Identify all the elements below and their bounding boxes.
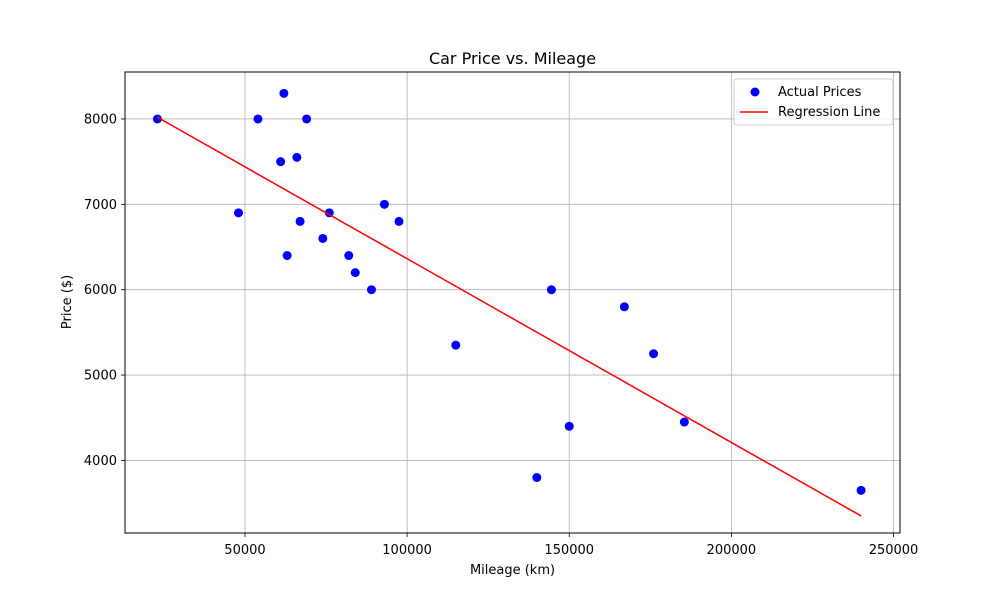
scatter-point — [292, 152, 302, 162]
x-tick-label: 150000 — [544, 543, 594, 558]
x-tick-label: 200000 — [707, 543, 757, 558]
scatter-point — [564, 421, 574, 431]
y-tick-label: 8000 — [84, 112, 117, 127]
scatter-point — [679, 417, 689, 427]
chart-title: Car Price vs. Mileage — [429, 49, 596, 68]
scatter-point — [344, 251, 354, 261]
scatter-point — [649, 349, 659, 359]
scatter-point — [532, 473, 542, 483]
legend: Actual Prices Regression Line — [733, 78, 894, 126]
scatter-point — [394, 216, 404, 226]
x-axis-title: Mileage (km) — [470, 563, 555, 578]
y-tick-label: 7000 — [84, 198, 117, 213]
scatter-point — [546, 285, 556, 295]
scatter-point — [253, 114, 263, 124]
scatter-point — [619, 302, 629, 312]
y-tick-label: 5000 — [84, 369, 117, 384]
scatter-point — [350, 268, 360, 278]
legend-label-actual-prices: Actual Prices — [778, 85, 862, 100]
legend-label-regression-line: Regression Line — [778, 105, 880, 120]
ticks: 50000 100000 150000 200000 250000 4000 5000 600… — [84, 112, 918, 558]
regression-line — [157, 116, 862, 517]
y-tick-label: 6000 — [84, 283, 117, 298]
scatter-point — [282, 251, 292, 261]
scatter-point — [295, 216, 305, 226]
scatter-point — [451, 340, 461, 350]
legend-frame — [733, 78, 894, 126]
plot-frame — [124, 71, 901, 534]
scatter-point — [152, 114, 162, 124]
x-tick-label: 100000 — [382, 543, 432, 558]
scatter-point — [302, 114, 312, 124]
scatter-point — [366, 285, 376, 295]
scatter-point — [276, 157, 286, 167]
scatter-point — [279, 88, 289, 98]
scatter-point — [856, 485, 866, 495]
scatter-point — [233, 208, 243, 218]
x-tick-label: 250000 — [869, 543, 919, 558]
y-tick-label: 4000 — [84, 454, 117, 469]
legend-scatter-marker — [750, 87, 760, 97]
scatter-point — [318, 233, 328, 243]
scatter-point — [379, 199, 389, 209]
y-axis-title: Price ($) — [60, 275, 75, 329]
x-tick-label: 50000 — [224, 543, 265, 558]
plot-data — [152, 88, 866, 517]
